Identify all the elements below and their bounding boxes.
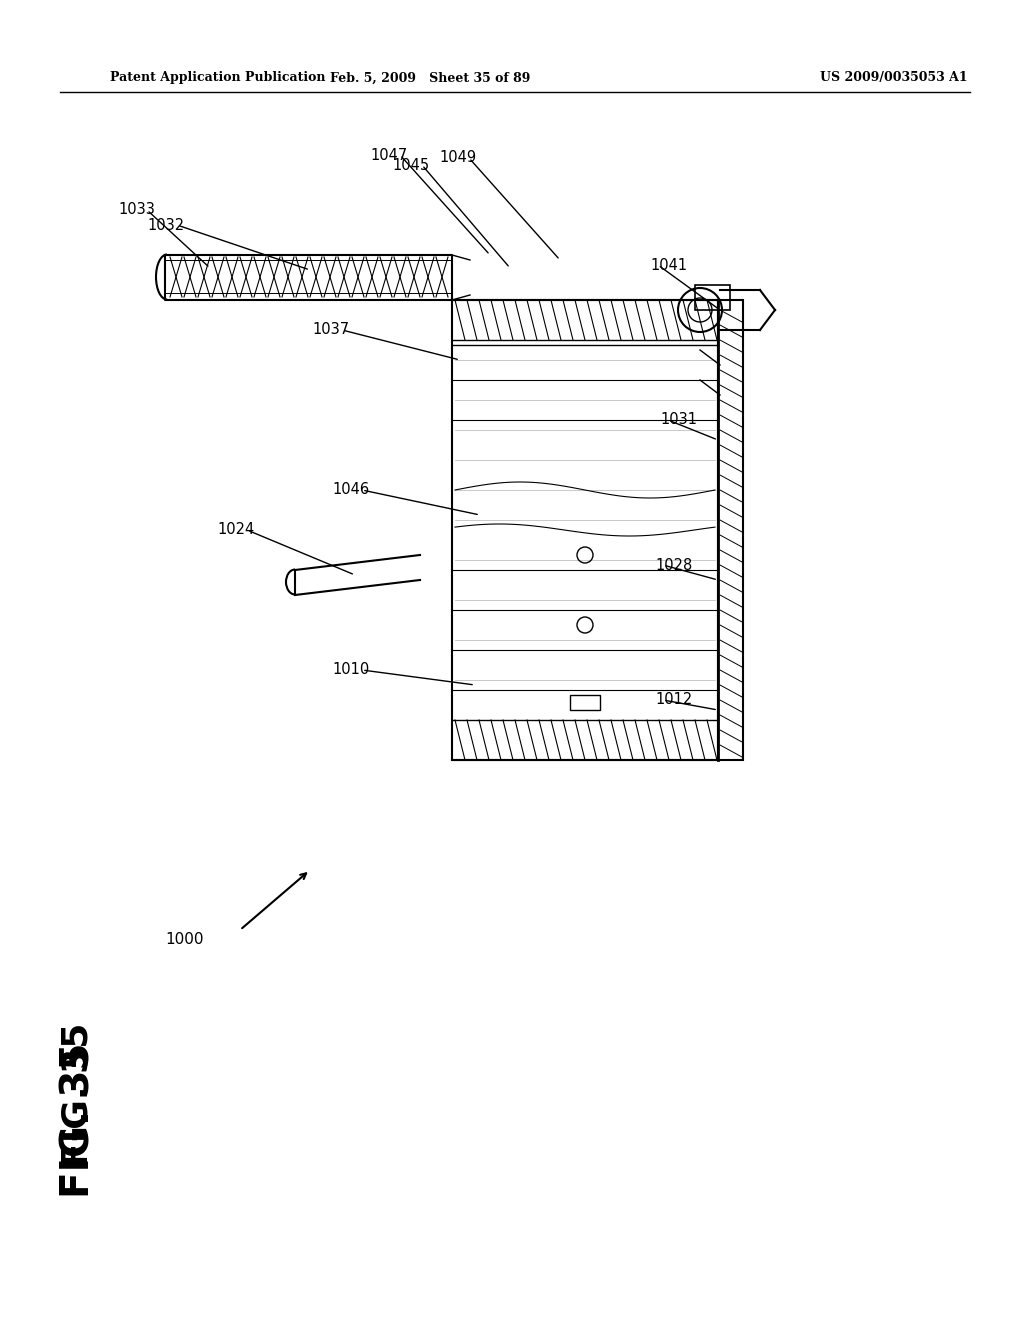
Text: 1028: 1028 (655, 557, 692, 573)
Text: 1024: 1024 (218, 523, 255, 537)
Bar (570, 696, 600, 710)
Bar (695, 285, 730, 310)
Text: 1033: 1033 (118, 202, 155, 218)
Bar (718, 300, 743, 760)
Text: 1041: 1041 (650, 257, 687, 272)
Text: 1047: 1047 (371, 148, 408, 162)
Text: 1045: 1045 (393, 157, 430, 173)
Text: 1049: 1049 (440, 150, 477, 165)
Text: 1032: 1032 (147, 218, 185, 232)
Text: 1046: 1046 (333, 483, 370, 498)
Text: Feb. 5, 2009   Sheet 35 of 89: Feb. 5, 2009 Sheet 35 of 89 (330, 71, 530, 84)
Text: FIG. 35: FIG. 35 (61, 1023, 95, 1167)
Text: 1012: 1012 (655, 693, 692, 708)
Text: 1010: 1010 (333, 663, 370, 677)
Text: 1000: 1000 (166, 932, 204, 948)
Text: 1031: 1031 (660, 412, 697, 428)
Text: 1037: 1037 (313, 322, 350, 338)
Text: FIG. 35: FIG. 35 (59, 1043, 97, 1197)
Text: US 2009/0035053 A1: US 2009/0035053 A1 (820, 71, 968, 84)
Text: Patent Application Publication: Patent Application Publication (110, 71, 326, 84)
